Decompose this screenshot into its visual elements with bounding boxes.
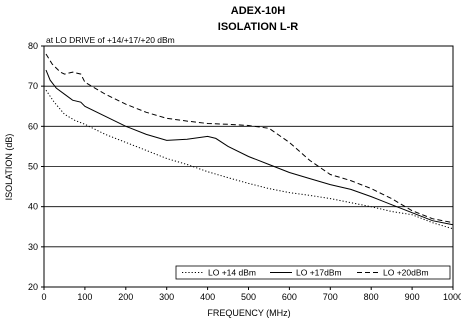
x-tick-label: 1000 xyxy=(443,292,461,302)
legend-label-0: LO +14 dBm xyxy=(208,268,256,278)
x-tick-label: 0 xyxy=(41,292,46,302)
grid xyxy=(44,85,453,248)
x-tick-label: 200 xyxy=(118,292,133,302)
legend-label-2: LO +20dBm xyxy=(383,268,429,278)
chart-subtitle: ISOLATION L-R xyxy=(218,21,299,33)
y-tick-label: 70 xyxy=(28,81,38,91)
x-tick-label: 100 xyxy=(77,292,92,302)
x-tick-label: 400 xyxy=(200,292,215,302)
y-tick-label: 20 xyxy=(28,282,38,292)
series-line-2 xyxy=(45,53,454,224)
x-tick-label: 300 xyxy=(159,292,174,302)
chart-title: ADEX-10H xyxy=(231,5,285,17)
x-tick-label: 800 xyxy=(364,292,379,302)
y-tick-label: 50 xyxy=(28,162,38,172)
y-tick-label: 60 xyxy=(28,121,38,131)
legend: LO +14 dBm LO +17dBm LO +20dBm xyxy=(175,265,451,280)
y-tick-label: 80 xyxy=(28,41,38,51)
x-tick-label: 500 xyxy=(241,292,256,302)
y-tick-label: 30 xyxy=(28,242,38,252)
plot-frame xyxy=(43,45,454,288)
x-tick-label: 700 xyxy=(323,292,338,302)
x-tick-label: 600 xyxy=(282,292,297,302)
x-tick-label: 900 xyxy=(405,292,420,302)
series-line-0 xyxy=(45,89,454,230)
series-lines xyxy=(45,53,454,230)
chart-annotation: at LO DRIVE of +14/+17/+20 dBm xyxy=(46,35,175,45)
legend-box xyxy=(175,265,451,280)
series-line-1 xyxy=(45,69,454,226)
y-axis-label: ISOLATION (dB) xyxy=(4,134,14,201)
y-tick-label: 40 xyxy=(28,202,38,212)
legend-label-1: LO +17dBm xyxy=(296,268,342,278)
x-axis-label: FREQUENCY (MHz) xyxy=(207,308,290,318)
